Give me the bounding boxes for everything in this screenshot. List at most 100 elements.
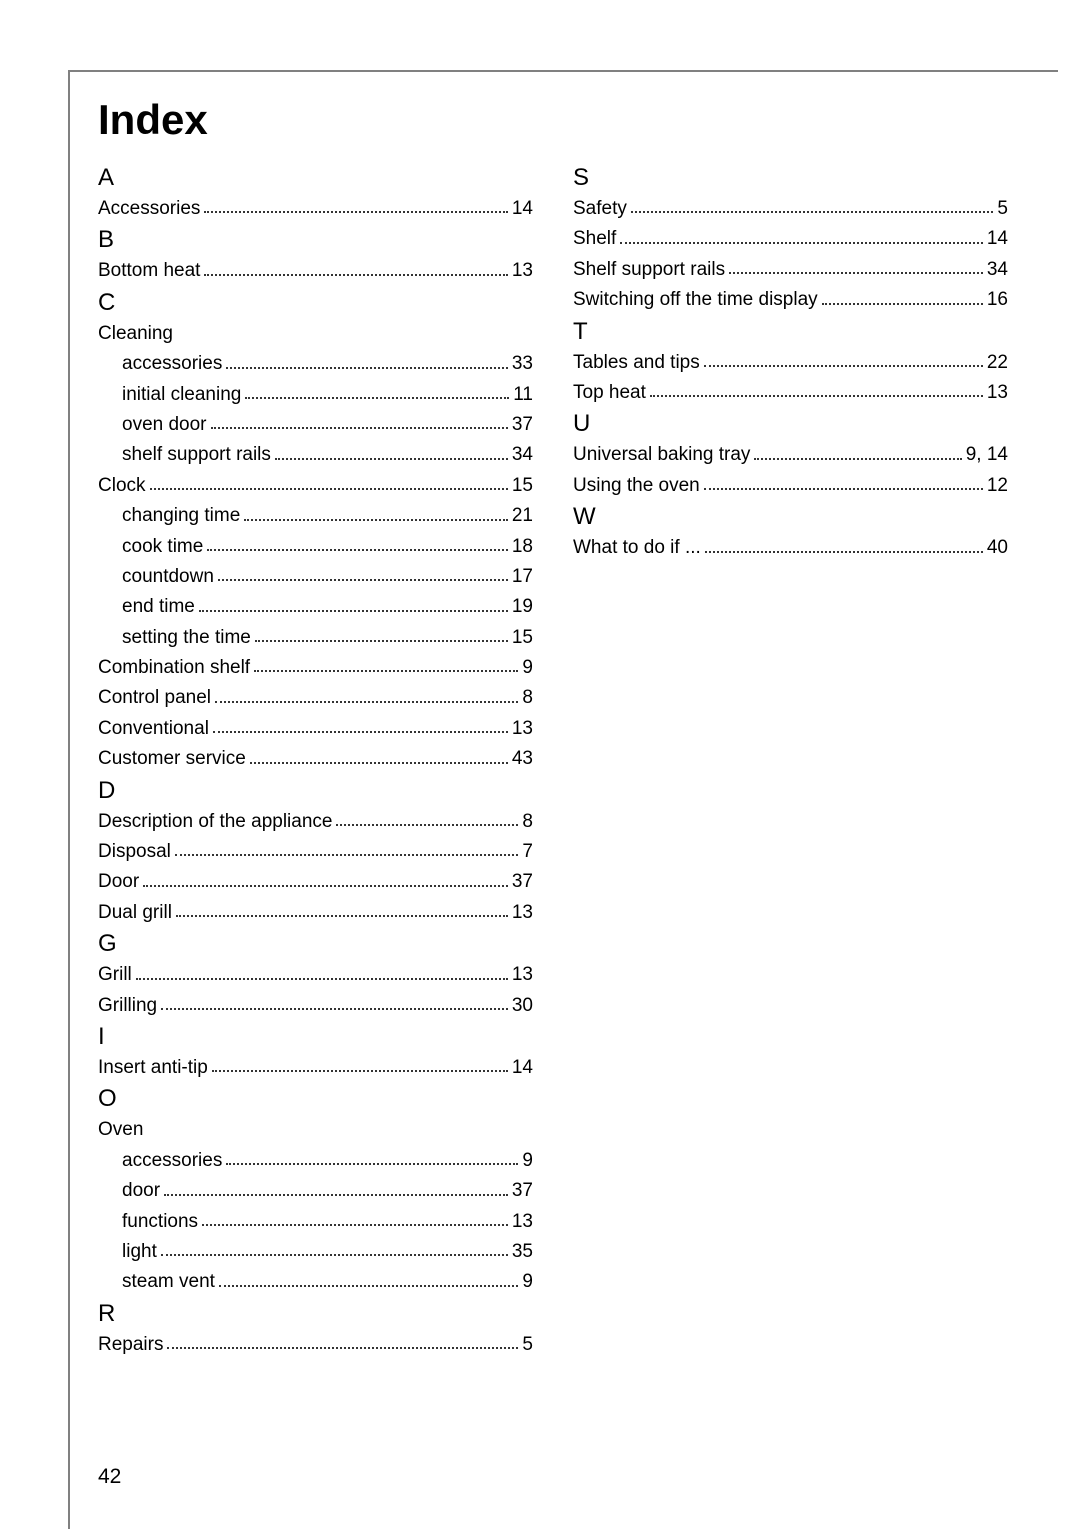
index-entry-label: Universal baking tray — [573, 440, 750, 470]
leader-dots — [143, 885, 508, 887]
index-entry-page: 37 — [512, 1176, 533, 1206]
index-entry-page: 9 — [522, 1267, 533, 1297]
index-entry-page: 13 — [512, 1207, 533, 1237]
leader-dots — [175, 854, 519, 856]
leader-dots — [213, 731, 508, 733]
index-entry-page: 30 — [512, 991, 533, 1021]
index-letter: R — [98, 1300, 533, 1328]
index-entry-label: Customer service — [98, 744, 246, 774]
index-entry-label: Door — [98, 867, 139, 897]
leader-dots — [161, 1008, 508, 1010]
index-entry-label: Insert anti-tip — [98, 1053, 208, 1083]
index-entry-page: 11 — [513, 380, 533, 410]
index-entry-label: changing time — [122, 501, 240, 531]
index-entry-label: Shelf — [573, 224, 616, 254]
index-entry-label: Accessories — [98, 194, 200, 224]
index-entry: functions13 — [98, 1207, 533, 1237]
index-entry-label: Top heat — [573, 378, 646, 408]
index-entry-page: 34 — [987, 255, 1008, 285]
index-entry: Using the oven12 — [573, 471, 1008, 501]
index-entry-page: 13 — [512, 256, 533, 286]
index-entry-page: 14 — [512, 194, 533, 224]
index-entry-page: 9, 14 — [966, 440, 1008, 470]
index-entry: Cleaning — [98, 319, 533, 349]
leader-dots — [729, 272, 983, 274]
leader-dots — [207, 549, 508, 551]
index-entry-page: 37 — [512, 410, 533, 440]
index-entry-page: 5 — [522, 1330, 533, 1360]
leader-dots — [211, 427, 508, 429]
index-entry: Shelf14 — [573, 224, 1008, 254]
index-entry-page: 17 — [512, 562, 533, 592]
leader-dots — [164, 1194, 508, 1196]
leader-dots — [136, 978, 508, 980]
index-entry: Bottom heat 13 — [98, 256, 533, 286]
leader-dots — [226, 1163, 518, 1165]
index-letter: W — [573, 503, 1008, 531]
index-entry-label: steam vent — [122, 1267, 215, 1297]
index-entry-label: Bottom heat — [98, 256, 200, 286]
index-entry-page: 18 — [512, 532, 533, 562]
index-entry-label: oven door — [122, 410, 207, 440]
index-entry: Switching off the time display16 — [573, 285, 1008, 315]
leader-dots — [254, 670, 518, 672]
page-number: 42 — [98, 1465, 121, 1489]
index-entry-page: 22 — [987, 348, 1008, 378]
index-entry-page: 35 — [512, 1237, 533, 1267]
index-entry-label: Using the oven — [573, 471, 700, 501]
index-entry-label: Control panel — [98, 683, 211, 713]
index-entry: countdown17 — [98, 562, 533, 592]
leader-dots — [150, 488, 508, 490]
index-entry: Conventional13 — [98, 714, 533, 744]
index-entry: Safety5 — [573, 194, 1008, 224]
leader-dots — [204, 274, 507, 276]
index-entry-label: Grilling — [98, 991, 157, 1021]
index-entry: Oven — [98, 1115, 533, 1145]
index-entry: Clock15 — [98, 471, 533, 501]
leader-dots — [167, 1347, 518, 1349]
leader-dots — [255, 640, 508, 642]
index-entry-label: door — [122, 1176, 160, 1206]
index-entry-page: 15 — [512, 471, 533, 501]
index-letter: B — [98, 226, 533, 254]
index-entry-page: 14 — [512, 1053, 533, 1083]
index-entry: Accessories 14 — [98, 194, 533, 224]
index-entry-page: 33 — [512, 349, 533, 379]
index-entry: Door 37 — [98, 867, 533, 897]
index-entry-label: Dual grill — [98, 898, 172, 928]
index-entry: Customer service43 — [98, 744, 533, 774]
index-entry: setting the time15 — [98, 623, 533, 653]
index-entry-label: accessories — [122, 349, 222, 379]
leader-dots — [822, 303, 983, 305]
index-entry-label: Shelf support rails — [573, 255, 725, 285]
index-entry: Dual grill 13 — [98, 898, 533, 928]
index-entry-page: 13 — [512, 898, 533, 928]
leader-dots — [275, 458, 508, 460]
index-entry: Tables and tips22 — [573, 348, 1008, 378]
index-entry: Combination shelf9 — [98, 653, 533, 683]
index-entry-label: light — [122, 1237, 157, 1267]
index-entry-page: 13 — [512, 960, 533, 990]
index-entry-page: 13 — [987, 378, 1008, 408]
index-entry-page: 13 — [512, 714, 533, 744]
index-entry: Grill13 — [98, 960, 533, 990]
index-entry-page: 37 — [512, 867, 533, 897]
index-entry-page: 7 — [522, 837, 533, 867]
index-entry: door 37 — [98, 1176, 533, 1206]
leader-dots — [219, 1285, 518, 1287]
index-letter: U — [573, 410, 1008, 438]
index-entry-label: Switching off the time display — [573, 285, 818, 315]
leader-dots — [631, 211, 994, 213]
leader-dots — [704, 488, 983, 490]
index-entry-page: 21 — [512, 501, 533, 531]
index-entry-label: shelf support rails — [122, 440, 271, 470]
index-column: AAccessories14BBottom heat13CCleaningacc… — [98, 162, 533, 1360]
index-entry-label: Repairs — [98, 1330, 163, 1360]
index-entry: Universal baking tray 9, 14 — [573, 440, 1008, 470]
index-letter: G — [98, 930, 533, 958]
index-entry-page: 8 — [522, 807, 533, 837]
leader-dots — [204, 211, 507, 213]
index-entry: Shelf support rails 34 — [573, 255, 1008, 285]
index-entry: changing time 21 — [98, 501, 533, 531]
index-entry: Description of the appliance8 — [98, 807, 533, 837]
